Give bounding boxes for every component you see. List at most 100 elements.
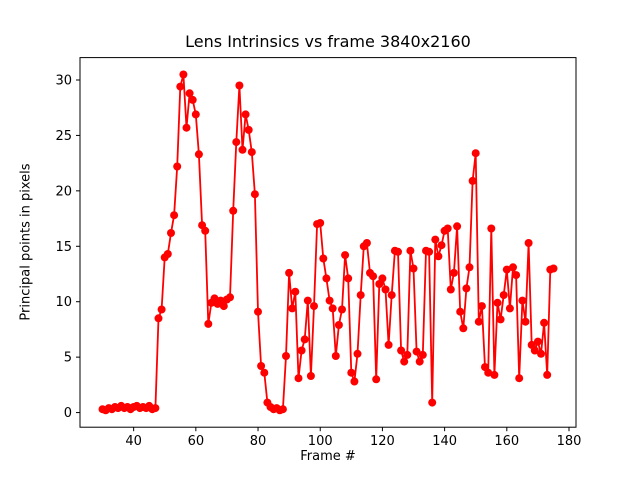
data-point [201, 226, 210, 235]
data-point [505, 304, 514, 313]
data-point [294, 374, 303, 383]
data-point [331, 352, 340, 360]
data-point [291, 287, 300, 296]
data-point [297, 346, 306, 355]
data-point [173, 162, 182, 171]
data-point [369, 272, 378, 281]
x-tick-label: 80 [250, 434, 267, 449]
data-point [502, 265, 511, 274]
data-point [431, 235, 440, 244]
data-point [179, 70, 188, 79]
data-point [232, 138, 241, 147]
data-point [406, 246, 415, 255]
data-point [157, 305, 166, 314]
data-point [425, 247, 434, 256]
data-point [490, 370, 499, 379]
data-point [163, 250, 172, 258]
data-point [449, 268, 458, 277]
x-tick-label: 40 [125, 434, 142, 449]
data-point [459, 324, 468, 333]
data-point [537, 349, 545, 358]
data-point [176, 82, 185, 91]
data-point [496, 315, 505, 324]
y-tick-label: 0 [64, 406, 72, 421]
data-point [154, 314, 163, 323]
y-tick-label: 5 [64, 351, 72, 366]
data-point [533, 337, 542, 346]
data-point [250, 190, 259, 199]
axes-spines [79, 57, 577, 428]
data-point [465, 263, 474, 272]
data-point [204, 319, 213, 328]
x-tick-label: 60 [188, 434, 205, 449]
x-tick-label: 160 [494, 434, 519, 449]
data-point [484, 368, 493, 377]
data-point [543, 370, 552, 379]
data-point [443, 224, 452, 233]
data-point [549, 264, 558, 273]
data-point [415, 357, 424, 366]
data-point [468, 176, 477, 185]
data-point [288, 304, 297, 313]
y-tick-label: 15 [55, 240, 72, 255]
data-point [487, 224, 496, 233]
data-point [247, 148, 256, 157]
data-point [521, 317, 530, 326]
data-point [434, 252, 443, 261]
data-line [101, 73, 555, 412]
x-tick-label: 140 [432, 434, 457, 449]
x-tick-label: 100 [308, 434, 333, 449]
data-point [322, 274, 331, 283]
data-point [499, 291, 508, 300]
data-point [341, 251, 350, 260]
data-point [238, 145, 247, 154]
data-point [428, 398, 437, 407]
data-point [334, 321, 343, 329]
data-point [477, 302, 486, 311]
data-point [182, 123, 191, 132]
y-tick-label: 30 [55, 73, 72, 88]
data-point [350, 377, 359, 386]
data-point [226, 293, 234, 302]
data-point [282, 352, 290, 360]
data-point [306, 372, 315, 380]
data-point [310, 302, 318, 311]
y-tick-label: 20 [55, 184, 72, 199]
data-point [285, 268, 294, 277]
data-point [167, 229, 175, 237]
data-point [241, 110, 250, 119]
data-point [409, 264, 418, 273]
data-point [188, 95, 197, 104]
data-point [515, 374, 524, 383]
data-point [394, 247, 402, 256]
data-point [381, 285, 390, 294]
data-point [412, 347, 421, 356]
data-point [303, 296, 312, 305]
data-point [397, 346, 406, 355]
data-point [170, 211, 179, 220]
data-point [471, 149, 480, 158]
data-point [403, 350, 412, 359]
data-point [362, 239, 371, 247]
data-point [278, 405, 287, 414]
data-point [219, 302, 228, 311]
data-point [456, 307, 465, 316]
data-point [151, 404, 160, 413]
data-point [437, 241, 446, 250]
data-point [493, 298, 502, 307]
data-point [254, 307, 262, 316]
data-point [325, 296, 334, 305]
data-point [185, 89, 194, 98]
data-point [260, 368, 269, 377]
data-point [344, 274, 353, 283]
data-point [418, 350, 427, 359]
data-point [474, 317, 483, 326]
data-point [300, 335, 309, 344]
x-tick-label: 120 [370, 434, 395, 449]
data-point [353, 349, 362, 358]
data-point [257, 362, 266, 370]
data-point [194, 150, 203, 159]
data-point [524, 239, 533, 247]
